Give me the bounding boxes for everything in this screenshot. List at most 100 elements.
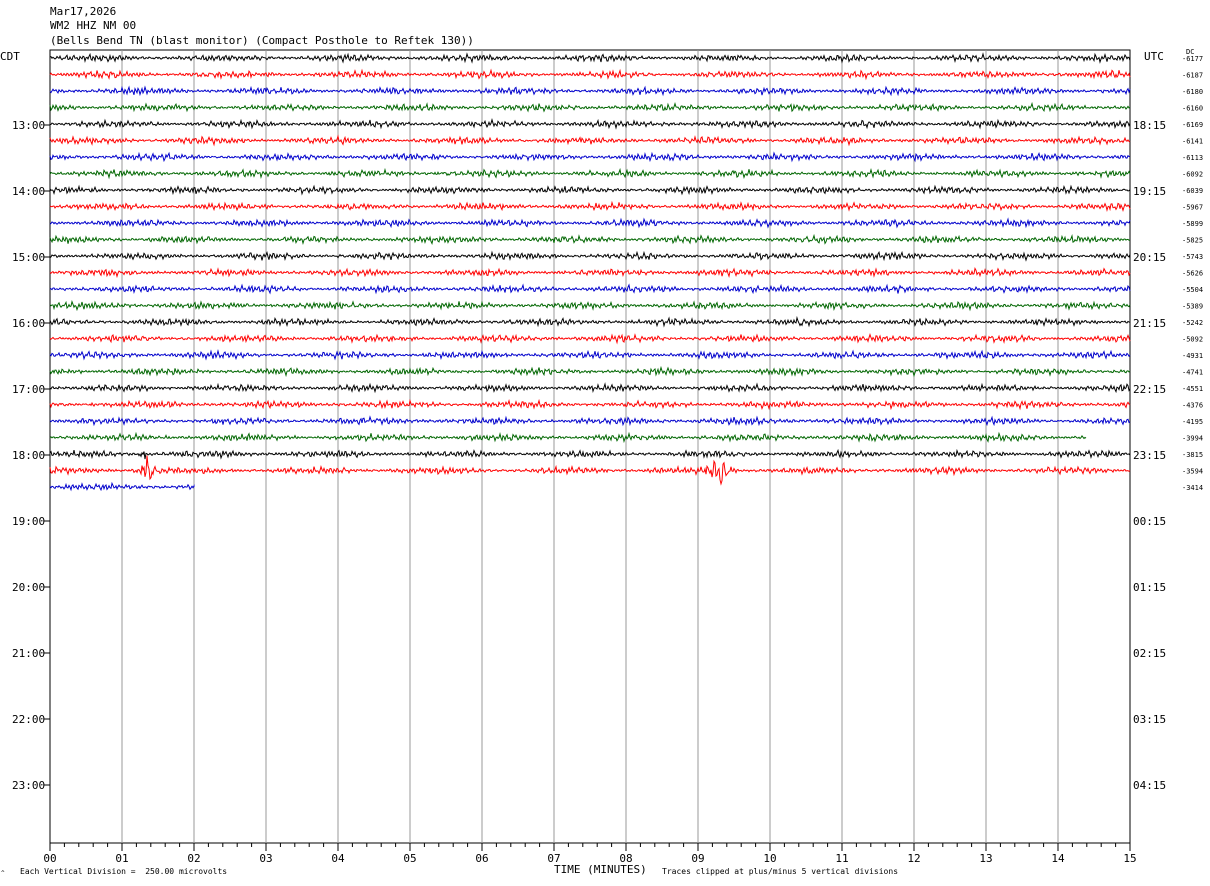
- seismic-trace: [49, 448, 1131, 460]
- seismic-trace: [49, 398, 1131, 411]
- x-tick-label: 01: [115, 852, 128, 865]
- dc-offset-label: -6141: [1182, 138, 1203, 146]
- cdt-hour-label: 17:00: [12, 383, 45, 396]
- dc-offset-label: -5389: [1182, 303, 1203, 311]
- dc-offset-label: -4931: [1182, 352, 1203, 360]
- cdt-hour-label: 20:00: [12, 581, 45, 594]
- seismic-trace: [49, 250, 1131, 262]
- x-tick-label: 00: [43, 852, 56, 865]
- dc-offset-label: -6177: [1182, 55, 1203, 63]
- dc-offset-label: -5504: [1182, 286, 1203, 294]
- dc-offset-label: -6180: [1182, 88, 1203, 96]
- seismic-trace: [49, 481, 195, 492]
- dc-offset-label: -4741: [1182, 369, 1203, 377]
- dc-offset-label: -5626: [1182, 270, 1203, 278]
- cdt-hour-label: 15:00: [12, 251, 45, 264]
- dc-offset-label: -4551: [1182, 385, 1203, 393]
- plot-date: Mar17,2026: [50, 5, 117, 18]
- x-tick-label: 09: [691, 852, 704, 865]
- left-timezone-label: CDT: [0, 50, 20, 63]
- scale-note: Each Vertical Division = 250.00 microvol…: [20, 867, 228, 876]
- seismic-trace: [49, 315, 1131, 328]
- seismic-trace: [49, 167, 1131, 180]
- cdt-hour-label: 22:00: [12, 713, 45, 726]
- seismic-trace: [49, 68, 1131, 81]
- x-tick-label: 10: [763, 852, 776, 865]
- dc-offset-label: -6092: [1182, 171, 1203, 179]
- seismic-trace: [49, 283, 1131, 295]
- seismic-trace: [49, 349, 1131, 361]
- seismic-trace: [49, 85, 1131, 97]
- cdt-hour-label: 13:00: [12, 119, 45, 132]
- cdt-hour-label: 14:00: [12, 185, 45, 198]
- utc-hour-label: 04:15: [1133, 779, 1166, 792]
- dc-offset-label: -3594: [1182, 468, 1203, 476]
- seismic-trace: [49, 415, 1131, 427]
- corner-mark: ^: [1, 870, 5, 877]
- utc-hour-label: 00:15: [1133, 515, 1166, 528]
- dc-offset-label: -4195: [1182, 418, 1203, 426]
- seismic-trace: [49, 52, 1131, 64]
- seismic-trace: [49, 267, 1131, 279]
- cdt-hour-label: 16:00: [12, 317, 45, 330]
- seismic-trace: [49, 101, 1131, 113]
- clip-note: Traces clipped at plus/minus 5 vertical …: [662, 867, 899, 876]
- dc-offset-label: -5899: [1182, 220, 1203, 228]
- utc-hour-label: 20:15: [1133, 251, 1166, 264]
- x-tick-label: 06: [475, 852, 488, 865]
- dc-offset-label: -5743: [1182, 253, 1203, 261]
- x-tick-label: 12: [907, 852, 920, 865]
- x-tick-label: 14: [1051, 852, 1065, 865]
- dc-offset-label: -6187: [1182, 72, 1203, 80]
- x-tick-label: 11: [835, 852, 848, 865]
- utc-hour-label: 03:15: [1133, 713, 1166, 726]
- dc-offset-label: -3815: [1182, 451, 1203, 459]
- utc-hour-label: 19:15: [1133, 185, 1166, 198]
- cdt-hour-label: 23:00: [12, 779, 45, 792]
- dc-offset-label: -5825: [1182, 237, 1203, 245]
- x-tick-label: 08: [619, 852, 632, 865]
- x-tick-label: 04: [331, 852, 345, 865]
- plot-frame: [49, 49, 1131, 844]
- dc-offset-label: -6113: [1182, 154, 1203, 162]
- x-tick-label: 02: [187, 852, 200, 865]
- utc-hour-label: 21:15: [1133, 317, 1166, 330]
- dc-offset-label: -5242: [1182, 319, 1203, 327]
- dc-offset-label: -5092: [1182, 336, 1203, 344]
- cdt-hour-label: 18:00: [12, 449, 45, 462]
- cdt-hour-label: 19:00: [12, 515, 45, 528]
- dc-offset-label: -6169: [1182, 121, 1203, 129]
- seismic-trace: [49, 365, 1131, 378]
- dc-offset-label: -4376: [1182, 402, 1203, 410]
- dc-offset-label: -3994: [1182, 435, 1203, 443]
- seismic-trace: [49, 382, 1131, 394]
- dc-offset-label: -3414: [1182, 484, 1203, 492]
- station-description: (Bells Bend TN (blast monitor) (Compact …: [50, 34, 474, 47]
- utc-hour-label: 22:15: [1133, 383, 1166, 396]
- seismic-trace: [49, 217, 1131, 229]
- seismic-trace: [49, 332, 1131, 345]
- seismic-trace: [49, 200, 1131, 213]
- seismic-trace: [49, 184, 1131, 196]
- seismic-trace: [49, 134, 1131, 147]
- x-tick-label: 05: [403, 852, 416, 865]
- seismic-trace: [49, 431, 1087, 444]
- seismic-trace: [49, 455, 1131, 486]
- x-tick-label: 07: [547, 852, 560, 865]
- station-code: WM2 HHZ NM 00: [50, 19, 137, 32]
- right-timezone-label: UTC: [1144, 50, 1164, 63]
- seismic-trace: [49, 118, 1131, 130]
- seismic-trace: [49, 300, 1131, 312]
- x-tick-label: 03: [259, 852, 272, 865]
- cdt-hour-label: 21:00: [12, 647, 45, 660]
- dc-offset-label: -6039: [1182, 187, 1203, 195]
- seismic-trace: [49, 233, 1130, 246]
- utc-hour-label: 23:15: [1133, 449, 1166, 462]
- utc-hour-label: 18:15: [1133, 119, 1166, 132]
- seismic-trace: [49, 151, 1131, 163]
- x-axis-label: TIME (MINUTES): [554, 863, 647, 876]
- x-tick-label: 15: [1123, 852, 1136, 865]
- utc-hour-label: 01:15: [1133, 581, 1166, 594]
- dc-offset-label: -5967: [1182, 204, 1203, 212]
